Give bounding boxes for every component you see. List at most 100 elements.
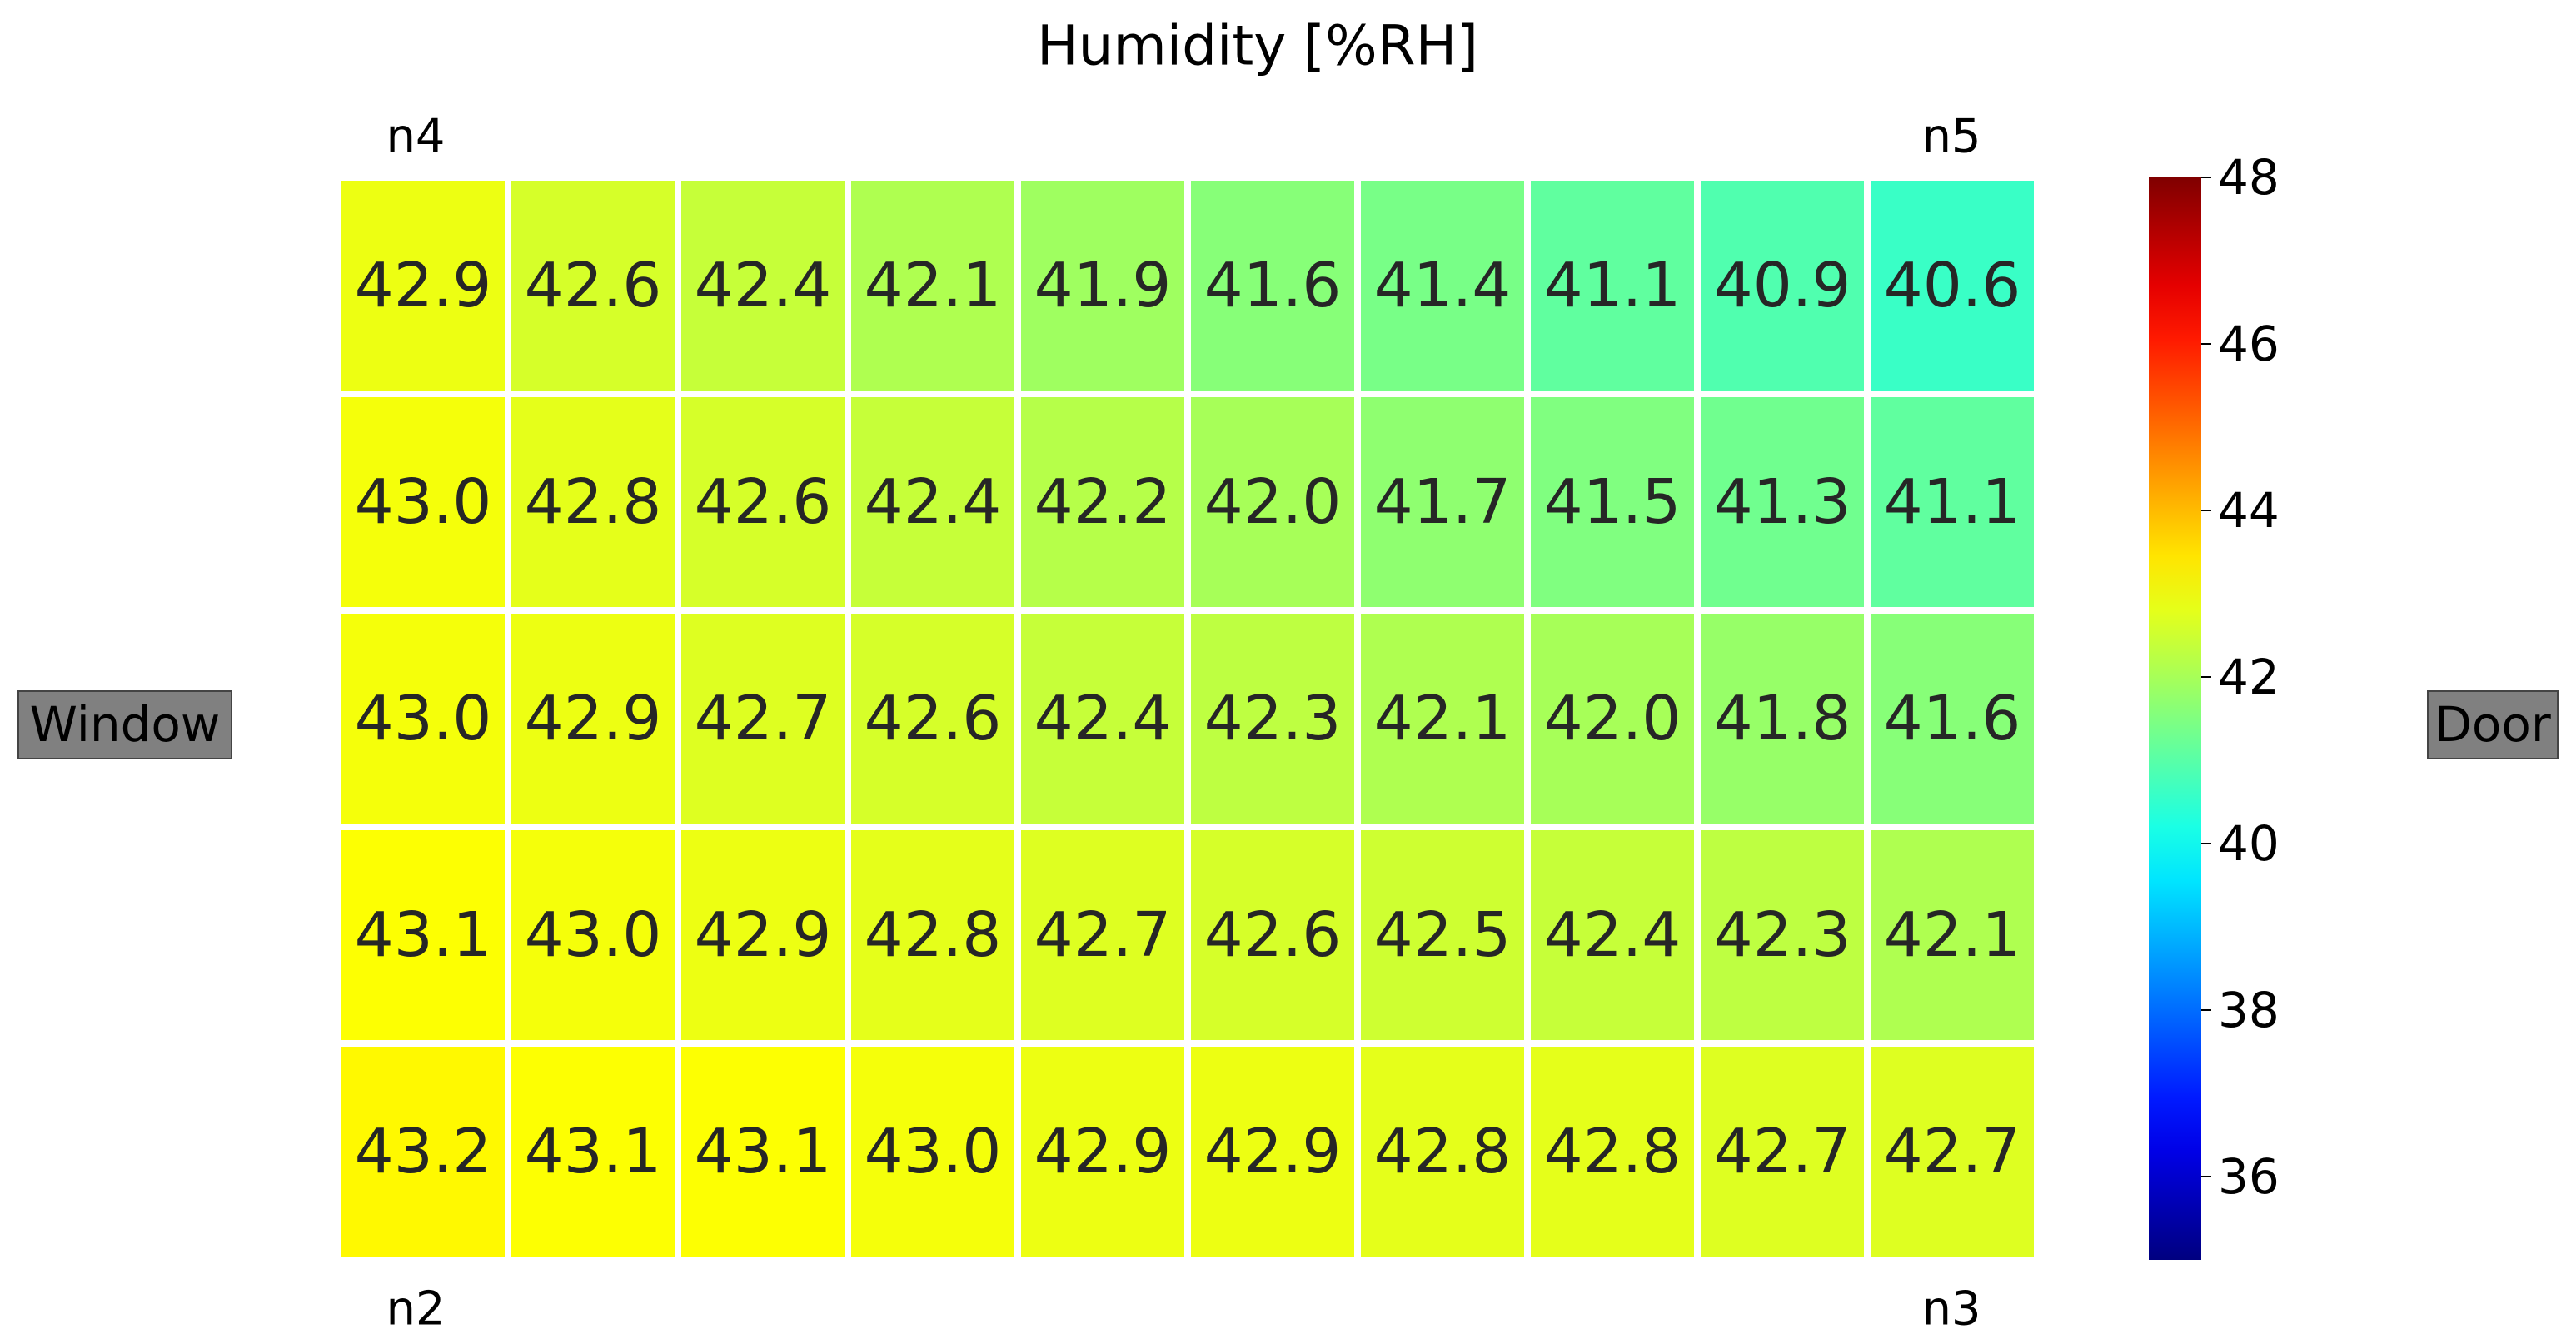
- cell-label: 43.0: [355, 683, 492, 754]
- heatmap-cell: [1191, 1047, 1354, 1257]
- heatmap-cell: [1361, 614, 1524, 824]
- cell-label: 42.0: [1544, 683, 1682, 754]
- cell-label: 42.3: [1204, 683, 1342, 754]
- heatmap-cell: [1361, 1047, 1524, 1257]
- cell-label: 43.1: [695, 1116, 832, 1187]
- heatmap-cell: [341, 181, 505, 391]
- cell-label: 42.8: [1544, 1116, 1682, 1187]
- side-box: [17, 690, 232, 759]
- heatmap-cell: [1361, 830, 1524, 1040]
- cell-label: 42.4: [695, 250, 832, 321]
- cell-label: 42.1: [864, 250, 1002, 321]
- heatmap-cell: [1531, 181, 1694, 391]
- heatmap-cell: [1871, 181, 2034, 391]
- colorbar: [2149, 177, 2201, 1260]
- heatmap-cell: [1021, 614, 1184, 824]
- side-label: Door: [2434, 696, 2551, 753]
- heatmap-cell: [1701, 397, 1864, 607]
- heatmap-cell: [1531, 830, 1694, 1040]
- cell-label: 42.3: [1714, 899, 1851, 971]
- cell-label: 42.2: [1034, 466, 1172, 538]
- heatmap-cell: [681, 614, 845, 824]
- heatmap-cell: [341, 830, 505, 1040]
- heatmap-cell: [1871, 614, 2034, 824]
- heatmap-cell: [511, 397, 675, 607]
- cell-label: 42.6: [864, 683, 1002, 754]
- heatmap-cell: [1191, 830, 1354, 1040]
- cell-label: 42.7: [1884, 1116, 2021, 1187]
- colorbar-tick-label: 46: [2218, 316, 2280, 372]
- heatmap-cell: [1021, 397, 1184, 607]
- cell-label: 42.5: [1374, 899, 1512, 971]
- cell-label: 42.7: [1714, 1116, 1851, 1187]
- heatmap-cell: [1191, 614, 1354, 824]
- heatmap-cell: [1701, 830, 1864, 1040]
- heatmap-cell: [511, 181, 675, 391]
- cell-label: 41.6: [1204, 250, 1342, 321]
- colorbar-tick-label: 48: [2218, 149, 2280, 206]
- cell-label: 40.9: [1714, 250, 1851, 321]
- cell-label: 41.4: [1374, 250, 1512, 321]
- heatmap-cell: [1871, 397, 2034, 607]
- corner-label: n4: [386, 110, 445, 164]
- cell-label: 42.8: [525, 466, 662, 538]
- heatmap-cell: [1701, 181, 1864, 391]
- heatmap-cell: [1021, 830, 1184, 1040]
- cell-label: 43.1: [525, 1116, 662, 1187]
- heatmap-cell: [1531, 397, 1694, 607]
- cell-label: 42.6: [525, 250, 662, 321]
- cell-label: 40.6: [1884, 250, 2021, 321]
- cell-label: 42.7: [695, 683, 832, 754]
- corner-label: n5: [1921, 110, 1981, 164]
- heatmap-cell: [1871, 1047, 2034, 1257]
- cell-label: 43.1: [355, 899, 492, 971]
- cell-label: 42.9: [355, 250, 492, 321]
- heatmap-cell: [681, 181, 845, 391]
- heatmap-cell: [511, 830, 675, 1040]
- heatmap-cell: [1191, 397, 1354, 607]
- side-box: [2427, 690, 2559, 759]
- heatmap-cell: [1361, 397, 1524, 607]
- heatmap-cell: [1701, 614, 1864, 824]
- heatmap-cell: [341, 1047, 505, 1257]
- heatmap-cell: [681, 830, 845, 1040]
- heatmap-cell: [851, 181, 1014, 391]
- heatmap-cell: [1191, 181, 1354, 391]
- heatmap-cell: [851, 614, 1014, 824]
- cell-label: 41.1: [1544, 250, 1682, 321]
- cell-label: 42.4: [1034, 683, 1172, 754]
- cell-label: 42.4: [1544, 899, 1682, 971]
- colorbar-tick-label: 42: [2218, 649, 2280, 705]
- corner-label: n3: [1921, 1282, 1981, 1337]
- cell-label: 42.6: [1204, 899, 1342, 971]
- cell-label: 42.1: [1374, 683, 1512, 754]
- cell-label: 43.0: [355, 466, 492, 538]
- heatmap-cell: [1871, 830, 2034, 1040]
- cell-label: 41.9: [1034, 250, 1172, 321]
- heatmap-cell: [681, 1047, 845, 1257]
- cell-label: 43.2: [355, 1116, 492, 1187]
- cell-label: 41.8: [1714, 683, 1851, 754]
- heatmap-cell: [1021, 181, 1184, 391]
- heatmap-cell: [1531, 614, 1694, 824]
- heatmap-cell: [851, 1047, 1014, 1257]
- cell-label: 41.6: [1884, 683, 2021, 754]
- cell-label: 42.7: [1034, 899, 1172, 971]
- cell-label: 42.0: [1204, 466, 1342, 538]
- cell-label: 42.4: [864, 466, 1002, 538]
- heatmap-cell: [851, 830, 1014, 1040]
- heatmap-cell: [1021, 1047, 1184, 1257]
- cell-label: 41.5: [1544, 466, 1682, 538]
- colorbar-tick-label: 40: [2218, 815, 2280, 872]
- heatmap-cell: [681, 397, 845, 607]
- side-label: Window: [30, 696, 221, 753]
- heatmap-cell: [1531, 1047, 1694, 1257]
- cell-label: 41.7: [1374, 466, 1512, 538]
- heatmap-cell: [1701, 1047, 1864, 1257]
- colorbar-tick-label: 36: [2218, 1148, 2280, 1205]
- heatmap-cell: [851, 397, 1014, 607]
- cell-label: 42.8: [864, 899, 1002, 971]
- heatmap-cell: [511, 1047, 675, 1257]
- heatmap-cell: [341, 397, 505, 607]
